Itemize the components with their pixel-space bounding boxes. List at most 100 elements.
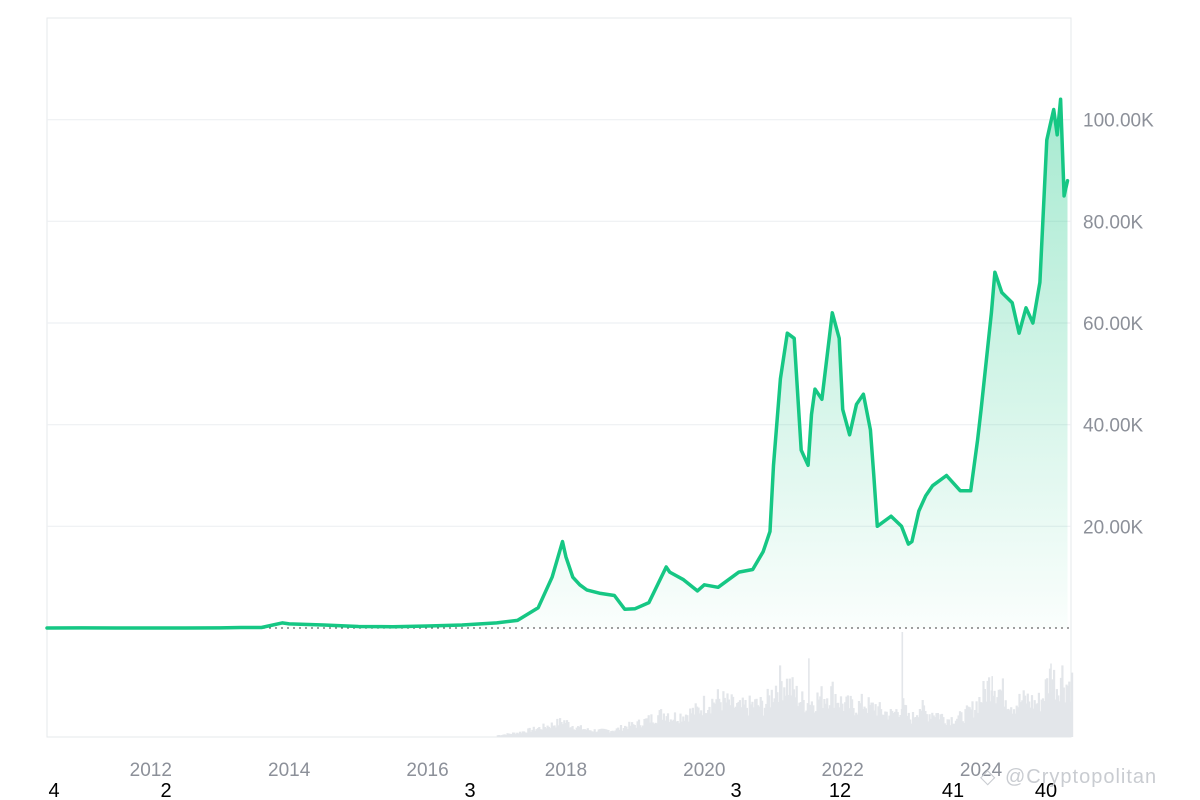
volume-bar bbox=[574, 730, 577, 737]
volume-bar bbox=[819, 696, 822, 737]
volume-bar bbox=[556, 718, 559, 737]
volume-bar bbox=[989, 701, 992, 737]
volume-bar bbox=[842, 711, 845, 737]
volume-bar bbox=[644, 718, 647, 737]
volume-bar bbox=[812, 705, 815, 737]
volume-bar bbox=[1046, 678, 1049, 737]
y-tick-label: 80.00K bbox=[1083, 212, 1144, 233]
volume-bar bbox=[938, 719, 941, 737]
volume-bar bbox=[554, 727, 557, 737]
volume-bar bbox=[874, 704, 877, 737]
volume-bar bbox=[632, 724, 635, 737]
volume-bar bbox=[866, 712, 869, 737]
volume-bar bbox=[899, 715, 902, 737]
volume-bar bbox=[831, 681, 834, 737]
volume-bar bbox=[690, 713, 693, 737]
volume-bar bbox=[820, 686, 823, 737]
volume-bar bbox=[542, 723, 545, 737]
volume-bar bbox=[512, 732, 515, 737]
volume-bar bbox=[893, 711, 897, 737]
volume-bar bbox=[1015, 705, 1018, 737]
volume-bar bbox=[1017, 707, 1020, 737]
volume-bar bbox=[815, 711, 818, 737]
volume-bar bbox=[929, 718, 933, 737]
volume-bar bbox=[928, 714, 931, 737]
volume-bar bbox=[1007, 708, 1010, 737]
volume-bar bbox=[964, 709, 967, 737]
volume-bar bbox=[1061, 665, 1064, 737]
volume-bar bbox=[564, 723, 567, 737]
volume-bar bbox=[787, 695, 790, 737]
volume-bar bbox=[535, 729, 538, 737]
volume-bar bbox=[755, 698, 758, 737]
volume-bar bbox=[1022, 690, 1025, 737]
volume-bar bbox=[715, 699, 718, 737]
volume-bar bbox=[839, 696, 843, 737]
volume-bar bbox=[680, 721, 683, 737]
volume-bar bbox=[593, 729, 596, 737]
volume-bar bbox=[687, 721, 690, 737]
volume-bar bbox=[583, 729, 587, 737]
volume-bar bbox=[582, 729, 585, 737]
volume-bar bbox=[660, 709, 663, 737]
volume-bar bbox=[802, 700, 805, 737]
volume-bar bbox=[992, 695, 995, 737]
volume-bar bbox=[510, 734, 513, 737]
volume-bar bbox=[611, 730, 614, 737]
volume-bar bbox=[527, 728, 530, 737]
volume-bar bbox=[596, 731, 599, 737]
volume-bar bbox=[790, 695, 793, 737]
volume-bar bbox=[985, 701, 988, 737]
volume-bar bbox=[629, 725, 632, 737]
volume-spike bbox=[808, 658, 810, 738]
volume-bar bbox=[570, 727, 573, 737]
volume-bar bbox=[1068, 681, 1071, 737]
volume-bar bbox=[516, 732, 519, 737]
volume-bar bbox=[575, 727, 578, 737]
volume-bar bbox=[860, 693, 863, 737]
volume-bar bbox=[1062, 687, 1065, 737]
volume-bar bbox=[754, 699, 757, 737]
volume-bar bbox=[830, 686, 833, 737]
bottom-number-label: 4 bbox=[48, 780, 59, 800]
volume-bar bbox=[553, 725, 556, 737]
volume-bar bbox=[888, 715, 891, 737]
bottom-number-label: 41 bbox=[942, 780, 964, 800]
volume-bars bbox=[496, 632, 1074, 738]
volume-bar bbox=[970, 709, 973, 737]
volume-bar bbox=[979, 702, 982, 737]
volume-bar bbox=[834, 694, 837, 737]
volume-bar bbox=[892, 713, 895, 737]
volume-bar bbox=[560, 722, 563, 737]
volume-bar bbox=[700, 710, 703, 737]
volume-bar bbox=[668, 721, 671, 737]
volume-bar bbox=[895, 709, 898, 737]
volume-bar bbox=[536, 728, 540, 737]
volume-bar bbox=[678, 723, 681, 737]
volume-bar bbox=[718, 698, 721, 737]
volume-bar bbox=[763, 707, 766, 737]
volume-bar bbox=[773, 698, 776, 737]
volume-bar bbox=[545, 728, 548, 737]
volume-bar bbox=[963, 723, 966, 737]
volume-bar bbox=[997, 689, 1000, 737]
volume-bar bbox=[1058, 701, 1061, 737]
volume-bar bbox=[586, 728, 589, 737]
volume-bar bbox=[541, 729, 544, 737]
volume-bar bbox=[940, 713, 944, 737]
volume-bar bbox=[1021, 700, 1024, 737]
volume-bar bbox=[1043, 701, 1046, 737]
volume-bar bbox=[503, 734, 506, 737]
volume-bar bbox=[961, 721, 964, 737]
watermark: ◇ @Cryptopolitan bbox=[980, 766, 1156, 788]
volume-bar bbox=[924, 711, 927, 737]
volume-bar bbox=[838, 707, 841, 737]
volume-bar bbox=[707, 710, 710, 737]
volume-bar bbox=[925, 714, 928, 737]
volume-bar bbox=[665, 716, 668, 737]
volume-bar bbox=[887, 719, 890, 737]
volume-bar bbox=[781, 700, 784, 737]
volume-bar bbox=[920, 710, 923, 737]
volume-bar bbox=[693, 714, 696, 737]
volume-bar bbox=[881, 714, 884, 737]
